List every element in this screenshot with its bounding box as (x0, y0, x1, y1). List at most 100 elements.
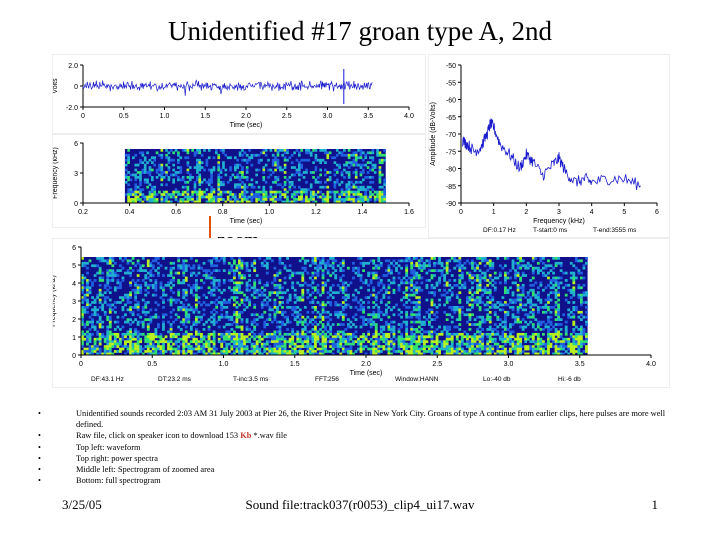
spectrogram-cell (191, 149, 194, 152)
spectrogram-cell (577, 283, 581, 287)
spectrogram-cell (172, 279, 176, 282)
spectrogram-cell (182, 350, 186, 353)
spectrogram-cell (438, 352, 441, 356)
spectrogram-cell (415, 350, 419, 353)
spectrogram-cell (445, 340, 449, 344)
spectrogram-cell (88, 347, 92, 351)
spectrogram-cell (278, 332, 282, 336)
spectrogram-cell (521, 328, 525, 331)
spectrogram-cell (293, 293, 297, 297)
spectrogram-cell (316, 195, 320, 199)
spectrogram-cell (405, 350, 409, 353)
spectrogram-cell (222, 352, 226, 356)
x-tick-label: 1.2 (311, 209, 321, 216)
spectrogram-cell (150, 195, 154, 199)
spectrogram-cell (433, 330, 436, 334)
spectrogram-cell (579, 335, 583, 339)
spectrogram-cell (156, 352, 160, 356)
spectrogram-cell (81, 318, 84, 321)
spectrogram-cell (127, 161, 130, 165)
spectrogram-cell (222, 340, 226, 344)
spectrogram-cell (321, 308, 325, 312)
spectrogram-cell (557, 306, 561, 309)
spectrogram-cell (478, 298, 482, 302)
spectrogram-cell (245, 328, 249, 331)
spectrogram-cell (245, 298, 249, 302)
spectrogram-cell (172, 173, 175, 177)
spectrogram-cell (491, 347, 495, 351)
spectrogram-cell (127, 188, 130, 192)
spectrogram-cell (278, 345, 282, 348)
spectrogram-cell (486, 296, 490, 299)
spectrogram-cell (151, 259, 155, 263)
spectrogram-cell (309, 153, 313, 157)
spectrogram-cell (329, 303, 333, 307)
spectrogram-cell (501, 320, 505, 324)
spectrogram-cell (81, 340, 84, 344)
spectrogram-cell (238, 274, 241, 277)
spectrogram-cell (483, 257, 487, 260)
spectrogram-cell (471, 335, 474, 339)
spectrogram-cell (585, 293, 588, 297)
spectrogram-cell (86, 266, 89, 270)
spectrogram-cell (155, 151, 159, 155)
spectrogram-cell (405, 274, 409, 277)
spectrogram-cell (291, 340, 295, 344)
spectrogram-cell (241, 190, 244, 194)
spectrogram-cell (194, 298, 198, 302)
spectrogram-cell (129, 178, 133, 182)
spectrogram-cell (316, 330, 320, 334)
spectrogram-cell (264, 193, 268, 196)
spectrogram-cell (154, 340, 158, 344)
spectrogram-cell (265, 340, 269, 344)
spectrogram-cell (366, 195, 370, 199)
spectrogram-cell (329, 301, 333, 304)
spectrogram-cell (329, 332, 333, 336)
spectrum-trace (462, 118, 641, 191)
spectrogram-cell (319, 261, 322, 265)
spectrogram-cell (129, 347, 132, 351)
spectrogram-cell (435, 342, 439, 346)
spectrogram-cell (276, 161, 280, 165)
spectrogram-cell (321, 335, 325, 339)
spectrogram-cell (476, 347, 479, 351)
spectrogram-cell (303, 328, 307, 331)
spectrogram-cell (511, 315, 515, 319)
spectrogram-cell (496, 318, 500, 321)
spectrogram-cell (288, 274, 292, 277)
spectrogram-cell (198, 193, 202, 196)
spectrogram-cell (329, 345, 333, 348)
spectrogram-cell (341, 318, 345, 321)
spectrogram-cell (207, 335, 211, 339)
spectrogram-cell (410, 340, 414, 344)
spectrogram-cell (298, 332, 302, 336)
spectrogram-cell (202, 274, 206, 277)
spectrogram-cell (569, 261, 573, 265)
spectrogram-cell (281, 306, 284, 309)
spectrogram-cell (286, 318, 289, 321)
spectrogram-cell (240, 264, 244, 268)
spectrogram-cell (197, 347, 201, 351)
spectrogram-cell (395, 303, 398, 307)
spectrogram-cell (521, 345, 525, 348)
spectrogram-cell (255, 340, 259, 344)
spectrogram-cell (286, 178, 289, 182)
spectrogram-cell (108, 335, 112, 339)
spectrogram-cell (111, 259, 115, 263)
spectrogram-cell (240, 335, 244, 339)
spectrogram-cell (536, 352, 540, 356)
spectrogram-cell (141, 195, 145, 199)
spectrogram-cell (136, 288, 140, 292)
spectrogram-cell (141, 310, 145, 314)
spectrogram-cell (86, 286, 89, 290)
spectrogram-cell (83, 325, 87, 329)
spectrogram-cell (250, 190, 254, 194)
spectrogram-cell (156, 271, 160, 275)
spectrogram-cell (265, 257, 269, 260)
file-size-link[interactable]: Kb (240, 431, 252, 441)
spectrogram-cell (144, 303, 148, 307)
spectrogram-cell (488, 264, 492, 268)
spectrogram-cell (557, 323, 561, 326)
spectrogram-cell (257, 198, 261, 201)
spectrogram-cell (504, 328, 507, 331)
